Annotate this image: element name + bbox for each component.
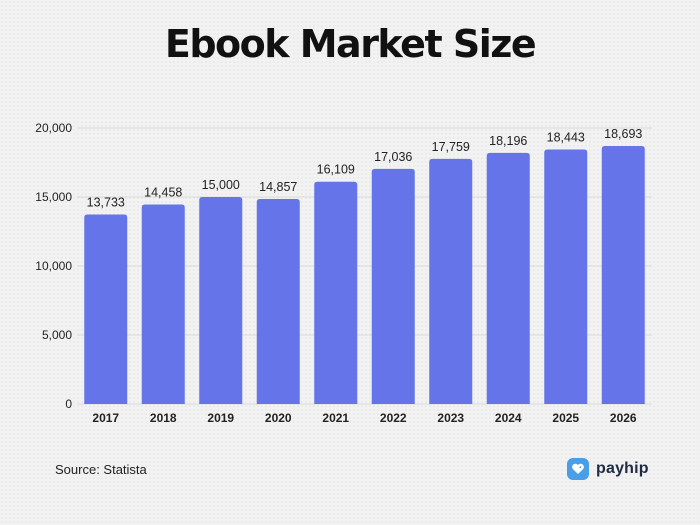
bar: [141, 204, 185, 404]
bar: [486, 152, 530, 404]
bar-value-label: 14,458: [144, 185, 182, 199]
bar: [601, 146, 645, 404]
y-tick-label: 10,000: [35, 259, 72, 273]
y-tick-label: 0: [65, 397, 72, 411]
chart-title: Ebook Market Size: [164, 22, 537, 66]
bar: [84, 214, 128, 404]
x-tick-label: 2020: [265, 411, 292, 425]
y-tick-label: 5,000: [42, 328, 72, 342]
y-tick-label: 20,000: [35, 121, 72, 135]
heart-tag-icon: [567, 458, 589, 480]
bar-value-label: 18,443: [547, 130, 585, 144]
bar: [256, 198, 300, 404]
bar-value-label: 17,036: [374, 150, 412, 164]
bar: [314, 181, 358, 404]
x-tick-label: 2022: [380, 411, 407, 425]
x-tick-label: 2017: [92, 411, 119, 425]
brand-logo: payhip: [567, 458, 649, 480]
bar-value-label: 13,733: [87, 195, 125, 209]
source-note: Source: Statista: [55, 462, 147, 477]
bar-value-label: 15,000: [202, 178, 240, 192]
bar: [544, 149, 588, 404]
x-tick-label: 2018: [150, 411, 177, 425]
bar: [429, 158, 473, 404]
x-tick-label: 2025: [552, 411, 579, 425]
bar: [199, 197, 243, 404]
bar-value-label: 17,759: [432, 140, 470, 154]
x-tick-label: 2019: [207, 411, 234, 425]
bar: [371, 168, 415, 404]
brand-name: payhip: [596, 460, 649, 477]
x-tick-label: 2024: [495, 411, 522, 425]
bar-value-label: 14,857: [259, 180, 297, 194]
x-tick-label: 2026: [610, 411, 637, 425]
y-tick-label: 15,000: [35, 190, 72, 204]
bar-value-label: 18,196: [489, 134, 527, 148]
bar-value-label: 18,693: [604, 127, 642, 141]
x-tick-label: 2021: [322, 411, 349, 425]
bar-value-label: 16,109: [317, 163, 355, 177]
x-tick-label: 2023: [437, 411, 464, 425]
